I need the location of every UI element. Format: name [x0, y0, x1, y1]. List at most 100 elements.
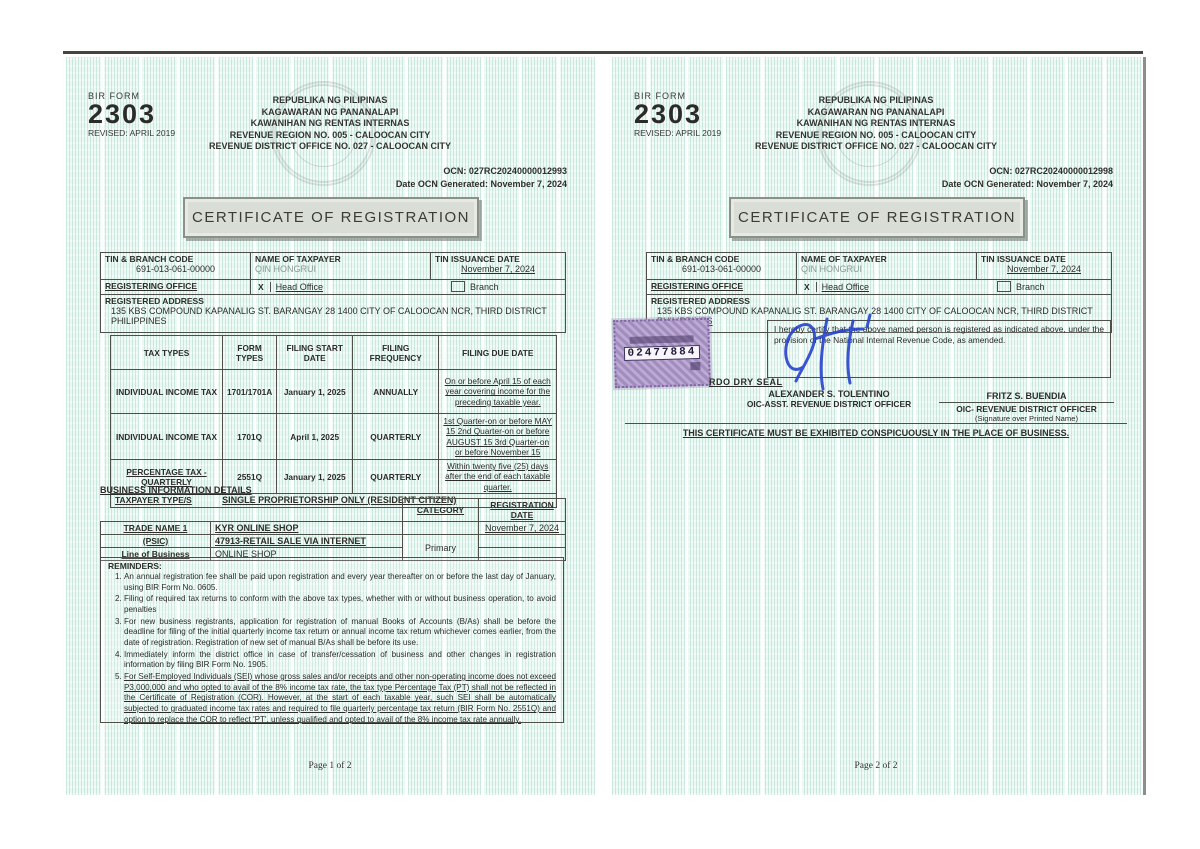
stamp-serial-number: 02477884: [623, 344, 701, 361]
category-header-label: CATEGORY: [416, 505, 465, 515]
tin-cell: TIN & BRANCH CODE 691-013-061-00000: [646, 252, 797, 280]
agency-header: REPUBLIKA NG PILIPINAS KAGAWARAN NG PANA…: [63, 95, 597, 153]
business-info-header: BUSINESS INFORMATION DETAILS: [100, 485, 252, 495]
agency-line: KAGAWARAN NG PANANALAPI: [261, 106, 399, 117]
form-header-block: BIR FORM 2303 REVISED: APRIL 2019: [634, 91, 721, 138]
psic-value: 47913-RETAIL SALE VIA INTERNET: [215, 536, 366, 546]
bir-seal-icon: [271, 81, 376, 186]
registered-address-label: REGISTERED ADDRESS: [105, 296, 204, 306]
form-header-block: BIR FORM 2303 REVISED: APRIL 2019: [88, 91, 175, 138]
branch-label: Branch: [470, 281, 499, 292]
registering-office-label-cell: REGISTERING OFFICE: [100, 279, 251, 295]
trade-name-label: TRADE NAME 1: [123, 523, 188, 533]
signatory-1-block: ALEXANDER S. TOLENTINO OIC-ASST. REVENUE…: [729, 389, 929, 409]
tin-issuance-value: November 7, 2024: [460, 264, 536, 274]
trade-name-value: KYR ONLINE SHOP: [215, 523, 299, 533]
certificate-title: CERTIFICATE OF REGISTRATION: [183, 197, 479, 238]
tin-value: 691-013-061-00000: [681, 264, 762, 274]
category-header: CATEGORY: [402, 498, 479, 522]
filing-due: Within twenty five (25) days after the e…: [438, 458, 558, 495]
col-header-form-types: FORM TYPES: [221, 335, 278, 370]
registration-date-header: REGISTRATION DATE: [478, 498, 566, 522]
tax-row: INDIVIDUAL INCOME TAX 1701/1701A January…: [110, 369, 558, 414]
tax-type: INDIVIDUAL INCOME TAX: [110, 369, 223, 414]
scanner-edge-line: [63, 51, 1143, 54]
business-info-table: CATEGORY REGISTRATION DATE TRADE NAME 1 …: [100, 498, 566, 561]
branch-checkbox: [451, 281, 466, 292]
head-office-checkbox: X: [255, 281, 271, 292]
registered-address-line1: 135 KBS COMPOUND KAPANALIG ST. BARANGAY …: [111, 306, 547, 316]
rdo-dry-seal-label: RDO DRY SEAL: [709, 377, 783, 387]
bir-form-label: BIR FORM: [634, 91, 686, 101]
filing-due: 1st Quarter-on or before MAY 15 2nd Quar…: [438, 413, 558, 460]
signature-icon: [784, 313, 872, 391]
agency-line: REVENUE REGION NO. 005 - CALOOCAN CITY: [229, 129, 431, 140]
exhibit-notice: THIS CERTIFICATE MUST BE EXHIBITED CONSP…: [625, 423, 1127, 438]
registered-address-line2: PHILIPPINES: [111, 316, 167, 326]
reminder-item: Filing of required tax returns to confor…: [124, 594, 556, 615]
taxpayer-name-label: NAME OF TAXPAYER: [255, 254, 341, 264]
reminder-item: For Self-Employed Individuals (SEI) whos…: [124, 672, 556, 725]
reminders-list: An annual registration fee shall be paid…: [124, 572, 556, 725]
reminders-box: REMINDERS: An annual registration fee sh…: [100, 557, 564, 725]
taxpayer-name-cell: NAME OF TAXPAYER QIN HONGRUI: [796, 252, 977, 280]
page-number: Page 1 of 2: [308, 761, 352, 771]
bir-form-label: BIR FORM: [88, 91, 140, 101]
ocn-generated-date: Date OCN Generated: November 7, 2024: [941, 179, 1113, 189]
registering-office-label-cell: REGISTERING OFFICE: [646, 279, 797, 295]
business-row: TRADE NAME 1 KYR ONLINE SHOP November 7,…: [100, 521, 566, 535]
col-header-filing-start: FILING START DATE: [276, 335, 354, 370]
form-number: 2303: [88, 99, 157, 129]
taxpayer-name-value: QIN HONGRUI: [801, 264, 863, 274]
taxpayer-type-value: SINGLE PROPRIETORSHIP ONLY (RESIDENT CIT…: [222, 495, 457, 506]
bir-seal-inner-ring: [836, 100, 903, 167]
taxpayer-name-label: NAME OF TAXPAYER: [801, 254, 887, 264]
registration-date-header-label: REGISTRATION DATE: [490, 500, 554, 520]
psic-label: (PSIC): [142, 536, 169, 546]
agency-line: REPUBLIKA NG PILIPINAS: [272, 95, 388, 105]
registered-address-cell: REGISTERED ADDRESS 135 KBS COMPOUND KAPA…: [646, 294, 1112, 333]
registering-office-label: REGISTERING OFFICE: [105, 281, 198, 291]
signature-over-printed-name-note: (Signature over Printed Name): [975, 414, 1078, 423]
agency-line: KAWANIHAN NG RENTAS INTERNAS: [796, 118, 956, 128]
business-registration-date: November 7, 2024: [484, 523, 560, 533]
taxpayer-type-label: TAXPAYER TYPE/S: [115, 495, 192, 506]
certificate-page-1: BIR FORM 2303 REVISED: APRIL 2019 REPUBL…: [63, 57, 597, 795]
agency-line: REVENUE DISTRICT OFFICE NO. 027 - CALOOC…: [754, 141, 998, 151]
business-row: (PSIC) 47913-RETAIL SALE VIA INTERNET Pr…: [100, 534, 566, 561]
ocn-block: OCN: 027RC20240000012993 Date OCN Genera…: [396, 165, 567, 191]
documentary-stamp-icon: 02477884: [613, 317, 711, 389]
tin-issuance-label: TIN ISSUANCE DATE: [435, 254, 520, 264]
signatory-2-title: OIC- REVENUE DISTRICT OFFICER: [939, 402, 1114, 414]
head-office-label: Head Office: [275, 281, 324, 292]
revised-date: REVISED: APRIL 2019: [634, 128, 722, 138]
page-number: Page 2 of 2: [854, 761, 898, 771]
line-of-business-label: Line of Business: [121, 549, 190, 559]
head-office-label: Head Office: [821, 281, 870, 292]
tin-cell: TIN & BRANCH CODE 691-013-061-00000: [100, 252, 251, 280]
col-header-filing-frequency: FILING FREQUENCY: [352, 335, 440, 370]
certification-text: I hereby certify that the above named pe…: [767, 320, 1111, 378]
tin-issuance-value: November 7, 2024: [1006, 264, 1082, 274]
stamp-mark: [690, 361, 701, 370]
filing-start: April 1, 2025: [276, 413, 354, 460]
filing-frequency: QUARTERLY: [352, 458, 440, 495]
tax-types-table: TAX TYPES FORM TYPES FILING START DATE F…: [109, 335, 558, 509]
tin-issuance-label: TIN ISSUANCE DATE: [981, 254, 1066, 264]
registered-address-label: REGISTERED ADDRESS: [651, 296, 750, 306]
tin-label: TIN & BRANCH CODE: [105, 254, 194, 264]
taxpayer-info-table: TIN & BRANCH CODE 691-013-061-00000 NAME…: [646, 252, 1112, 333]
agency-header: REPUBLIKA NG PILIPINAS KAGAWARAN NG PANA…: [609, 95, 1143, 153]
bir-seal-inner-ring: [290, 100, 357, 167]
form-number: 2303: [634, 99, 703, 129]
filing-due: On or before April 15 of each year cover…: [438, 369, 558, 414]
filing-start: January 1, 2025: [276, 369, 354, 414]
form-type: 1701/1701A: [221, 369, 278, 414]
tax-row: PERCENTAGE TAX - QUARTERLY 2551Q January…: [110, 458, 558, 495]
revised-date: REVISED: APRIL 2019: [88, 128, 176, 138]
ocn-number: OCN: 027RC20240000012993: [443, 166, 567, 176]
taxpayer-name-cell: NAME OF TAXPAYER QIN HONGRUI: [250, 252, 431, 280]
agency-line: KAWANIHAN NG RENTAS INTERNAS: [250, 118, 410, 128]
col-header-filing-due: FILING DUE DATE: [438, 335, 558, 370]
col-header-tax-types: TAX TYPES: [110, 335, 223, 370]
